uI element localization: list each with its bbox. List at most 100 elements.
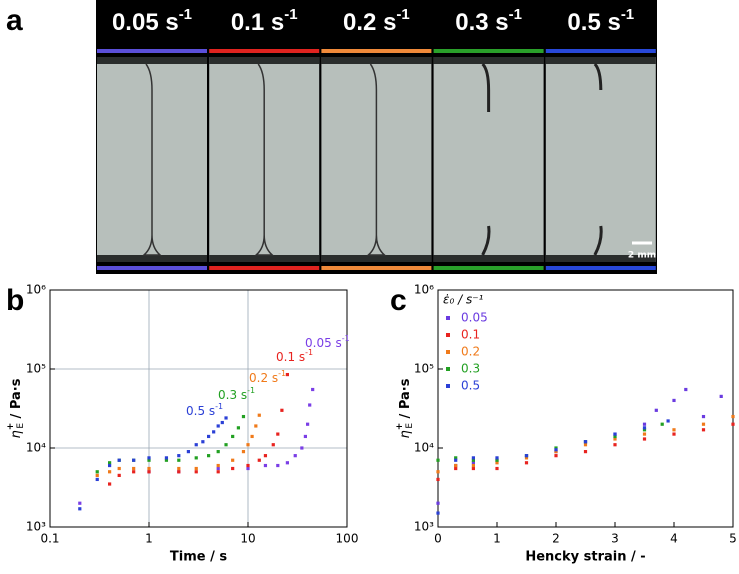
data-point xyxy=(108,463,112,468)
plot-frame xyxy=(49,289,348,528)
data-point xyxy=(285,372,289,377)
data-point xyxy=(236,426,241,430)
rate-text: 0.5 s xyxy=(567,9,620,36)
data-point xyxy=(454,463,458,468)
legend-label: 0.1 xyxy=(461,328,480,342)
data-point xyxy=(436,470,440,474)
data-point xyxy=(701,422,706,426)
color-bar xyxy=(321,49,432,53)
legend-label: 0.5 xyxy=(461,379,480,393)
data-point xyxy=(117,473,121,477)
panel-label: a xyxy=(6,4,23,37)
filament xyxy=(142,63,162,256)
data-point xyxy=(224,416,228,420)
rate-exponent: -1 xyxy=(284,6,297,23)
rate-text: 0.1 s xyxy=(231,9,284,36)
y-label-sub: E xyxy=(16,423,26,429)
legend-marker xyxy=(446,350,450,354)
plot-frame xyxy=(437,289,734,528)
data-point xyxy=(95,470,99,474)
data-point xyxy=(220,420,224,425)
rate-exponent: -1 xyxy=(179,6,192,23)
data-point xyxy=(554,448,558,452)
data-point xyxy=(672,432,676,436)
data-point xyxy=(216,470,220,474)
y-label-sup: + xyxy=(6,423,16,431)
data-point xyxy=(495,456,499,460)
y-tick-label: 10³ xyxy=(26,520,46,534)
x-tick-label: 1 xyxy=(493,532,501,546)
plate xyxy=(209,255,320,262)
data-point xyxy=(719,394,723,398)
data-point xyxy=(147,456,151,460)
data-point xyxy=(613,432,617,436)
data-point xyxy=(306,422,310,426)
annotation: 0.2 s-1 xyxy=(249,369,286,385)
rate-text: 0.3 s xyxy=(455,9,508,36)
data-point xyxy=(132,470,136,474)
rate-label: 0.2 s-1 xyxy=(343,6,410,36)
data-point xyxy=(257,413,261,417)
color-bar xyxy=(97,266,207,270)
y-tick-label: 10³ xyxy=(414,520,434,534)
data-point xyxy=(642,428,647,432)
x-axis-label: Hencky strain / - xyxy=(525,550,645,565)
plate xyxy=(545,255,656,262)
data-point xyxy=(95,477,99,482)
data-point xyxy=(186,450,190,454)
data-point xyxy=(554,450,558,454)
data-point xyxy=(642,426,647,430)
data-point xyxy=(642,437,647,441)
data-point xyxy=(684,387,688,392)
data-point xyxy=(583,443,588,447)
annotation-text: 0.3 s xyxy=(218,388,247,402)
legend-label: 0.05 xyxy=(461,311,488,325)
filament-top xyxy=(481,62,491,112)
data-point xyxy=(471,463,475,468)
data-point xyxy=(117,458,121,462)
y-label-symbol: η xyxy=(398,430,413,438)
legend-title: ε̇₀ / s⁻¹ xyxy=(443,293,484,307)
data-point xyxy=(642,432,647,436)
data-point xyxy=(254,424,258,428)
annotation-sup: -1 xyxy=(342,334,350,343)
data-point xyxy=(117,466,121,471)
y-label-sup: + xyxy=(395,423,405,431)
data-point xyxy=(613,434,617,439)
legend-marker xyxy=(446,367,450,371)
data-point xyxy=(524,461,529,465)
data-point xyxy=(495,458,499,462)
filament-bottom xyxy=(593,225,603,256)
annotation: 0.5 s-1 xyxy=(186,402,223,418)
data-point xyxy=(246,463,250,468)
data-point xyxy=(436,477,440,482)
data-point xyxy=(454,466,458,471)
rate-exponent: -1 xyxy=(621,6,634,23)
annotation: 0.1 s-1 xyxy=(276,348,313,364)
data-point xyxy=(231,434,235,439)
data-point xyxy=(471,466,475,471)
data-point xyxy=(311,387,315,392)
data-point xyxy=(642,422,647,426)
y-axis-label: η+E / Pa·s xyxy=(395,378,415,438)
data-point xyxy=(177,466,181,471)
data-point xyxy=(231,466,235,471)
data-point xyxy=(216,450,220,454)
rate-label: 0.05 s-1 xyxy=(112,6,192,36)
data-point xyxy=(250,434,254,439)
data-point xyxy=(454,456,458,460)
y-axis-label: η+E / Pa·s xyxy=(6,378,26,438)
data-point xyxy=(660,422,664,426)
data-point xyxy=(454,458,458,462)
x-tick-label: 0 xyxy=(434,532,442,546)
annotation-sup: -1 xyxy=(305,348,313,357)
data-point xyxy=(436,458,440,462)
color-bar xyxy=(433,49,544,53)
y-label-unit: / Pa·s xyxy=(398,378,413,423)
data-point xyxy=(524,456,529,460)
y-tick-label: 10⁴ xyxy=(414,441,434,455)
data-point xyxy=(263,463,268,468)
data-point xyxy=(495,466,499,471)
y-tick-label: 10⁵ xyxy=(26,362,46,376)
data-point xyxy=(280,408,284,412)
